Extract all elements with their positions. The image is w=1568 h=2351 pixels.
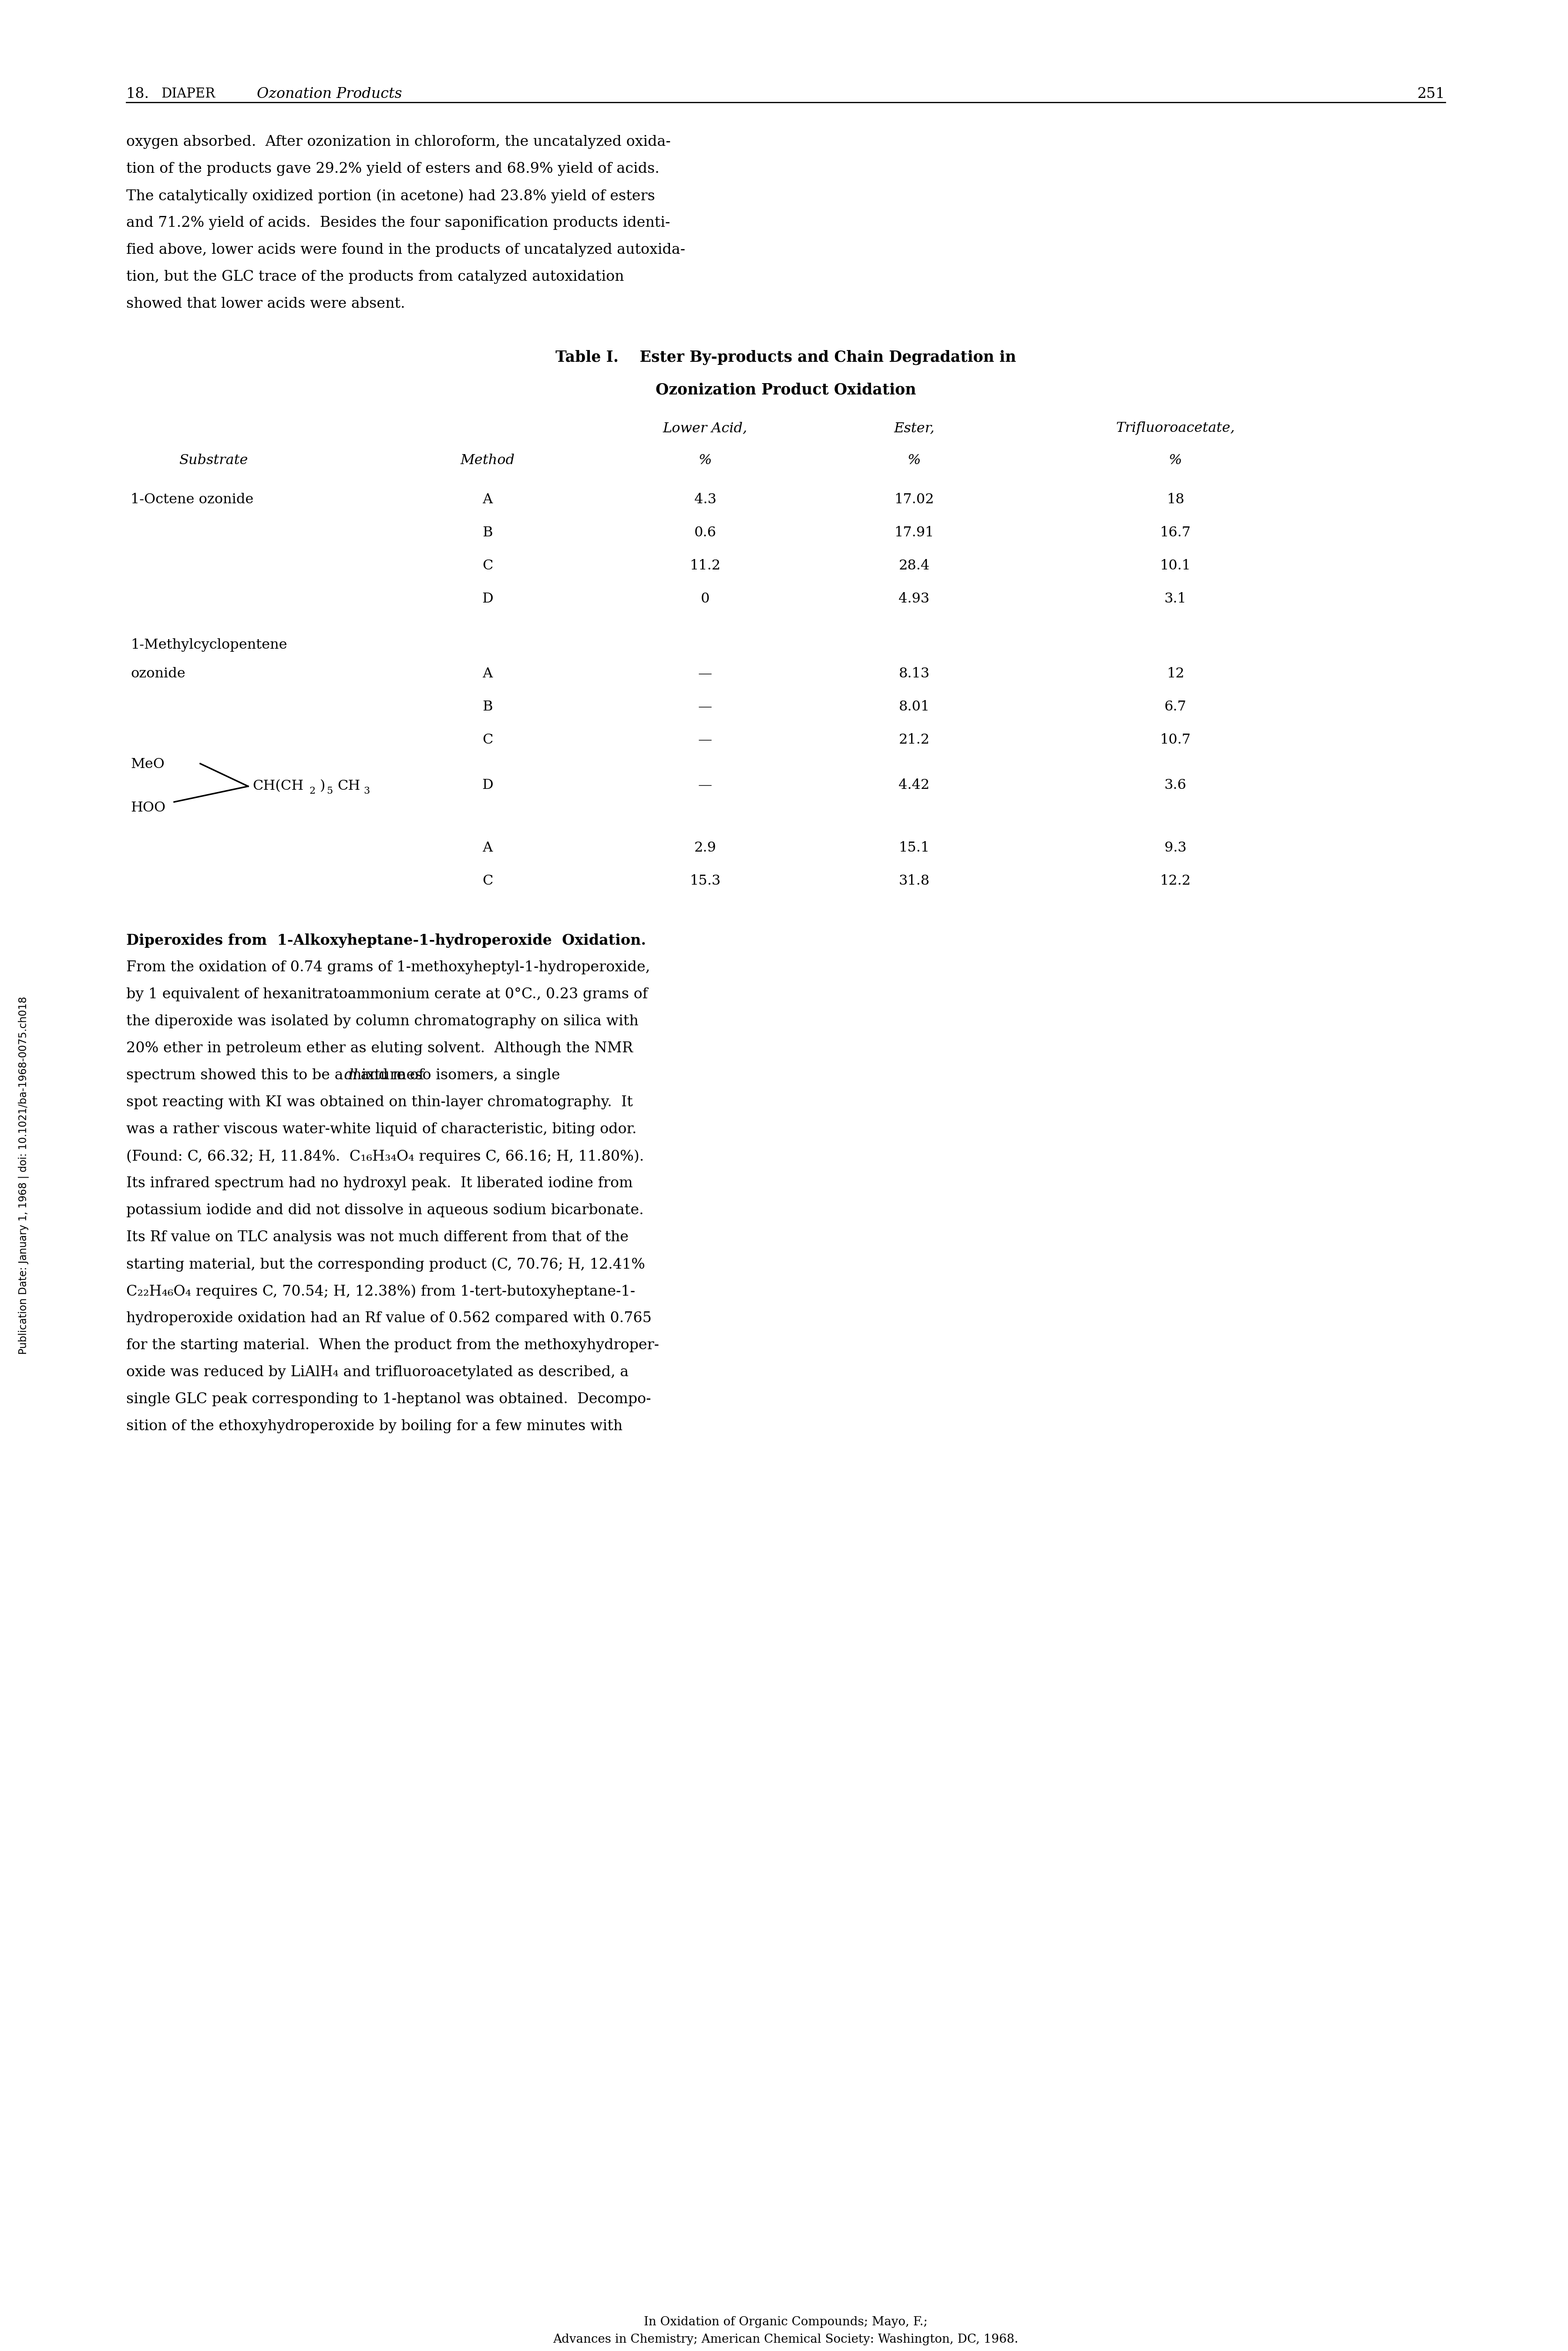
Text: was a rather viscous water-white liquid of characteristic, biting odor.: was a rather viscous water-white liquid … xyxy=(127,1121,637,1136)
Text: 31.8: 31.8 xyxy=(898,875,930,889)
Text: 251: 251 xyxy=(1417,87,1446,101)
Text: 5: 5 xyxy=(326,785,332,797)
Text: CH(CH: CH(CH xyxy=(252,778,304,792)
Text: 9.3: 9.3 xyxy=(1165,842,1187,856)
Text: 28.4: 28.4 xyxy=(898,560,930,574)
Text: Table I.    Ester By-products and Chain Degradation in: Table I. Ester By-products and Chain Deg… xyxy=(555,350,1016,364)
Text: The catalytically oxidized portion (in acetone) had 23.8% yield of esters: The catalytically oxidized portion (in a… xyxy=(127,188,655,202)
Text: (Found: C, 66.32; H, 11.84%.  C₁₆H₃₄O₄ requires C, 66.16; H, 11.80%).: (Found: C, 66.32; H, 11.84%. C₁₆H₃₄O₄ re… xyxy=(127,1150,644,1164)
Text: 11.2: 11.2 xyxy=(690,560,721,574)
Text: and 71.2% yield of acids.  Besides the four saponification products identi-: and 71.2% yield of acids. Besides the fo… xyxy=(127,216,670,230)
Text: and meso isomers, a single: and meso isomers, a single xyxy=(356,1067,560,1081)
Text: potassium iodide and did not dissolve in aqueous sodium bicarbonate.: potassium iodide and did not dissolve in… xyxy=(127,1204,644,1218)
Text: MeO: MeO xyxy=(130,757,165,771)
Text: Advances in Chemistry; American Chemical Society: Washington, DC, 1968.: Advances in Chemistry; American Chemical… xyxy=(554,2335,1019,2346)
Text: 2.9: 2.9 xyxy=(695,842,717,856)
Text: for the starting material.  When the product from the methoxyhydroper-: for the starting material. When the prod… xyxy=(127,1338,659,1352)
Text: showed that lower acids were absent.: showed that lower acids were absent. xyxy=(127,296,405,310)
Text: 21.2: 21.2 xyxy=(898,734,930,748)
Text: A: A xyxy=(483,494,492,505)
Text: 3.1: 3.1 xyxy=(1165,592,1187,607)
Text: 4.42: 4.42 xyxy=(898,778,930,792)
Text: %: % xyxy=(699,454,712,468)
Text: —: — xyxy=(698,778,712,792)
Text: starting material, but the corresponding product (C, 70.76; H, 12.41%: starting material, but the corresponding… xyxy=(127,1258,644,1272)
Text: by 1 equivalent of hexanitratoammonium cerate at 0°C., 0.23 grams of: by 1 equivalent of hexanitratoammonium c… xyxy=(127,987,648,1002)
Text: 6.7: 6.7 xyxy=(1165,701,1187,715)
Text: 0.6: 0.6 xyxy=(695,527,717,538)
Text: C: C xyxy=(483,560,492,574)
Text: HOO: HOO xyxy=(130,802,166,813)
Text: Method: Method xyxy=(461,454,514,468)
Text: C₂₂H₄₆O₄ requires C, 70.54; H, 12.38%) from 1-tert-butoxyheptane-1-: C₂₂H₄₆O₄ requires C, 70.54; H, 12.38%) f… xyxy=(127,1284,635,1298)
Text: ozonide: ozonide xyxy=(130,668,185,679)
Text: %: % xyxy=(1168,454,1182,468)
Text: spot reacting with KI was obtained on thin-layer chromatography.  It: spot reacting with KI was obtained on th… xyxy=(127,1096,633,1110)
Text: 16.7: 16.7 xyxy=(1160,527,1190,538)
Text: 8.01: 8.01 xyxy=(898,701,930,715)
Text: 17.02: 17.02 xyxy=(894,494,935,505)
Text: 10.1: 10.1 xyxy=(1160,560,1190,574)
Text: B: B xyxy=(483,527,492,538)
Text: 4.93: 4.93 xyxy=(898,592,930,607)
Text: 17.91: 17.91 xyxy=(894,527,935,538)
Text: spectrum showed this to be a mixture of: spectrum showed this to be a mixture of xyxy=(127,1067,428,1081)
Text: 1-Octene ozonide: 1-Octene ozonide xyxy=(130,494,254,505)
Text: Ozonization Product Oxidation: Ozonization Product Oxidation xyxy=(655,383,916,397)
Text: Ozonation Products: Ozonation Products xyxy=(257,87,401,101)
Text: From the oxidation of 0.74 grams of 1-methoxyheptyl-1-hydroperoxide,: From the oxidation of 0.74 grams of 1-me… xyxy=(127,962,651,973)
Text: Its infrared spectrum had no hydroxyl peak.  It liberated iodine from: Its infrared spectrum had no hydroxyl pe… xyxy=(127,1176,633,1190)
Text: 0: 0 xyxy=(701,592,710,607)
Text: Ester,: Ester, xyxy=(894,421,935,435)
Text: 3: 3 xyxy=(364,785,370,797)
Text: —: — xyxy=(698,701,712,715)
Text: tion of the products gave 29.2% yield of esters and 68.9% yield of acids.: tion of the products gave 29.2% yield of… xyxy=(127,162,660,176)
Text: DIAPER: DIAPER xyxy=(162,87,215,101)
Text: ): ) xyxy=(320,778,325,792)
Text: sition of the ethoxyhydroperoxide by boiling for a few minutes with: sition of the ethoxyhydroperoxide by boi… xyxy=(127,1420,622,1434)
Text: Substrate: Substrate xyxy=(179,454,248,468)
Text: D: D xyxy=(481,778,494,792)
Text: C: C xyxy=(483,875,492,889)
Text: tion, but the GLC trace of the products from catalyzed autoxidation: tion, but the GLC trace of the products … xyxy=(127,270,624,284)
Text: 12.2: 12.2 xyxy=(1160,875,1190,889)
Text: Diperoxides from  1-Alkoxyheptane-1-hydroperoxide  Oxidation.: Diperoxides from 1-Alkoxyheptane-1-hydro… xyxy=(127,933,646,947)
Text: —: — xyxy=(698,668,712,679)
Text: 18.: 18. xyxy=(127,87,149,101)
Text: C: C xyxy=(483,734,492,748)
Text: D: D xyxy=(481,592,494,607)
Text: Publication Date: January 1, 1968 | doi: 10.1021/ba-1968-0075.ch018: Publication Date: January 1, 1968 | doi:… xyxy=(19,997,30,1354)
Text: single GLC peak corresponding to 1-heptanol was obtained.  Decompo-: single GLC peak corresponding to 1-hepta… xyxy=(127,1392,651,1406)
Text: oxide was reduced by LiAlH₄ and trifluoroacetylated as described, a: oxide was reduced by LiAlH₄ and trifluor… xyxy=(127,1366,629,1380)
Text: oxygen absorbed.  After ozonization in chloroform, the uncatalyzed oxida-: oxygen absorbed. After ozonization in ch… xyxy=(127,134,671,148)
Text: %: % xyxy=(908,454,920,468)
Text: 4.3: 4.3 xyxy=(695,494,717,505)
Text: 3.6: 3.6 xyxy=(1165,778,1187,792)
Text: dl: dl xyxy=(343,1067,358,1081)
Text: 15.1: 15.1 xyxy=(898,842,930,856)
Text: —: — xyxy=(698,734,712,748)
Text: fied above, lower acids were found in the products of uncatalyzed autoxida-: fied above, lower acids were found in th… xyxy=(127,242,685,256)
Text: 15.3: 15.3 xyxy=(690,875,721,889)
Text: A: A xyxy=(483,668,492,679)
Text: Lower Acid,: Lower Acid, xyxy=(663,421,748,435)
Text: 2: 2 xyxy=(309,785,315,797)
Text: A: A xyxy=(483,842,492,856)
Text: Its Rf value on TLC analysis was not much different from that of the: Its Rf value on TLC analysis was not muc… xyxy=(127,1230,629,1244)
Text: 8.13: 8.13 xyxy=(898,668,930,679)
Text: 18: 18 xyxy=(1167,494,1184,505)
Text: 12: 12 xyxy=(1167,668,1184,679)
Text: 10.7: 10.7 xyxy=(1160,734,1190,748)
Text: hydroperoxide oxidation had an Rf value of 0.562 compared with 0.765: hydroperoxide oxidation had an Rf value … xyxy=(127,1312,652,1326)
Text: 1-Methylcyclopentene: 1-Methylcyclopentene xyxy=(130,637,287,651)
Text: the diperoxide was isolated by column chromatography on silica with: the diperoxide was isolated by column ch… xyxy=(127,1013,638,1027)
Text: CH: CH xyxy=(337,778,361,792)
Text: In Oxidation of Organic Compounds; Mayo, F.;: In Oxidation of Organic Compounds; Mayo,… xyxy=(644,2316,928,2327)
Text: Trifluoroacetate,: Trifluoroacetate, xyxy=(1116,421,1236,435)
Text: B: B xyxy=(483,701,492,715)
Text: 20% ether in petroleum ether as eluting solvent.  Although the NMR: 20% ether in petroleum ether as eluting … xyxy=(127,1041,633,1056)
